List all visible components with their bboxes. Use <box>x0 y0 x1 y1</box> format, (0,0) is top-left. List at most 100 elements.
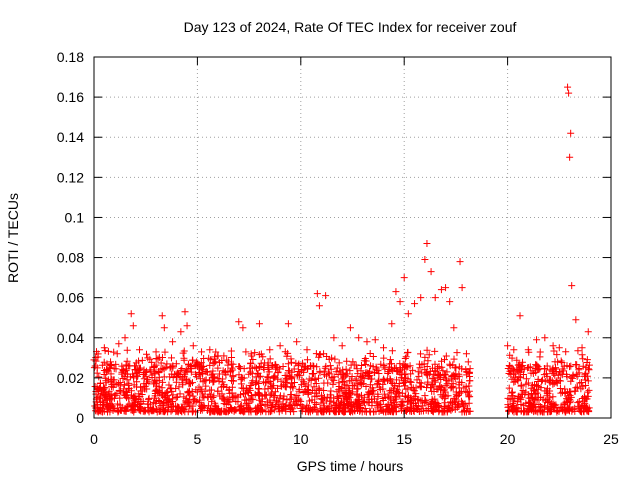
data-point <box>95 373 103 381</box>
data-point <box>230 394 238 402</box>
data-point <box>365 389 373 397</box>
data-point <box>242 348 250 356</box>
data-point <box>515 373 523 381</box>
data-point <box>576 379 584 387</box>
data-point <box>208 398 216 406</box>
data-point <box>169 374 177 382</box>
data-point <box>509 407 517 415</box>
data-point <box>178 364 186 372</box>
x-axis-label: GPS time / hours <box>297 458 404 474</box>
data-point <box>582 369 590 377</box>
data-point <box>218 357 226 365</box>
data-point <box>196 406 204 414</box>
data-point <box>430 401 438 409</box>
data-point <box>404 349 412 357</box>
data-point <box>176 370 184 378</box>
data-point <box>338 406 346 414</box>
data-point <box>99 397 107 405</box>
data-point <box>101 384 109 392</box>
data-point <box>332 407 340 415</box>
data-point <box>552 378 560 386</box>
data-point <box>156 398 164 406</box>
data-point <box>422 369 430 377</box>
data-point <box>428 380 436 388</box>
data-point <box>197 402 205 410</box>
data-point <box>229 377 237 385</box>
data-point <box>177 328 185 336</box>
data-point <box>401 354 409 362</box>
data-point <box>299 359 307 367</box>
data-point <box>565 89 573 97</box>
data-point <box>148 371 156 379</box>
data-point <box>557 357 565 365</box>
y-tick-label: 0.16 <box>57 89 84 105</box>
data-point <box>424 357 432 365</box>
data-point <box>402 353 410 361</box>
data-point <box>94 385 102 393</box>
data-point <box>359 398 367 406</box>
data-point <box>459 399 467 407</box>
y-tick-label: 0.02 <box>57 370 84 386</box>
data-point <box>529 400 537 408</box>
data-point <box>465 369 473 377</box>
y-tick-label: 0 <box>76 410 84 426</box>
data-point <box>144 376 152 384</box>
data-point <box>346 324 354 332</box>
data-point <box>194 360 202 368</box>
data-point <box>237 376 245 384</box>
data-point <box>179 381 187 389</box>
data-point <box>425 351 433 359</box>
data-point <box>464 358 472 366</box>
data-point <box>178 408 186 416</box>
data-point <box>202 382 210 390</box>
data-point <box>350 361 358 369</box>
data-point <box>150 405 158 413</box>
data-point <box>313 363 321 371</box>
data-point <box>139 407 147 415</box>
data-point <box>361 355 369 363</box>
data-point <box>294 368 302 376</box>
data-point <box>170 403 178 411</box>
data-point <box>133 378 141 386</box>
data-point <box>327 397 335 405</box>
data-point <box>409 404 417 412</box>
data-point <box>546 376 554 384</box>
data-point <box>318 408 326 416</box>
data-point <box>455 402 463 410</box>
data-point <box>291 379 299 387</box>
data-point <box>517 407 525 415</box>
data-point <box>188 379 196 387</box>
data-point <box>373 365 381 373</box>
data-point <box>351 382 359 390</box>
data-point <box>505 406 513 414</box>
data-point <box>404 392 412 400</box>
data-point <box>235 318 243 326</box>
data-point <box>198 348 206 356</box>
data-point <box>204 368 212 376</box>
data-point <box>339 377 347 385</box>
data-point <box>224 407 232 415</box>
data-point <box>172 378 180 386</box>
data-point <box>324 379 332 387</box>
data-point <box>163 360 171 368</box>
data-point <box>97 408 105 416</box>
data-point <box>101 391 109 399</box>
data-point <box>365 395 373 403</box>
data-point <box>514 398 522 406</box>
data-point <box>313 290 321 298</box>
data-point <box>204 393 212 401</box>
data-point <box>120 385 128 393</box>
data-point <box>547 408 555 416</box>
data-point <box>288 380 296 388</box>
data-point <box>160 365 168 373</box>
data-point <box>401 382 409 390</box>
data-point <box>164 397 172 405</box>
data-point <box>345 384 353 392</box>
data-point <box>510 370 518 378</box>
data-point <box>402 385 410 393</box>
data-point <box>251 390 259 398</box>
data-point <box>274 369 282 377</box>
data-point <box>300 363 308 371</box>
data-point <box>506 395 514 403</box>
data-point <box>120 381 128 389</box>
